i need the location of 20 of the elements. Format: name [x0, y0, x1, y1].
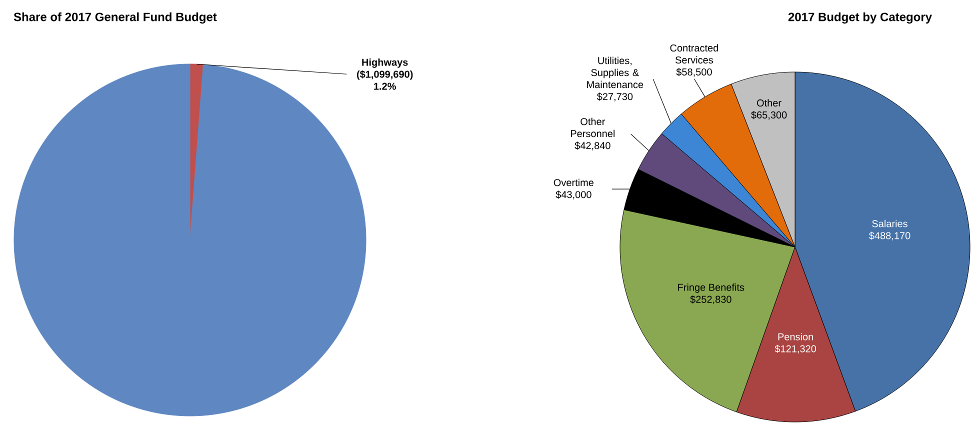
data-label: $65,300 — [751, 111, 787, 120]
legend-label: Overtime — [554, 178, 594, 186]
data-label: 1.2% — [374, 82, 396, 90]
data-label: $58,500 — [676, 68, 712, 77]
chart-title: Share of 2017 General Fund Budget — [14, 12, 217, 24]
data-label: $121,320 — [774, 344, 816, 354]
data-label: $43,000 — [556, 190, 592, 200]
slice-label: Utilities, Supplies & Maintenance — [587, 56, 644, 88]
slice-label: Other Personnel — [570, 118, 615, 138]
slice-label: Contracted Services — [670, 44, 718, 64]
slice-label: Salaries — [872, 220, 908, 228]
slice-label: Other — [757, 99, 782, 107]
data-label: $488,170 — [869, 232, 910, 240]
chart-title: 2017 Budget by Category — [788, 12, 932, 24]
slice-label: Highways ($1,099,690) — [356, 58, 413, 80]
slice-label: Fringe Benefits — [678, 284, 744, 293]
slice-label: Pension — [778, 332, 813, 340]
data-label: $252,830 — [690, 295, 732, 304]
data-label: $42,840 — [574, 142, 610, 150]
data-label: $27,730 — [596, 92, 633, 102]
